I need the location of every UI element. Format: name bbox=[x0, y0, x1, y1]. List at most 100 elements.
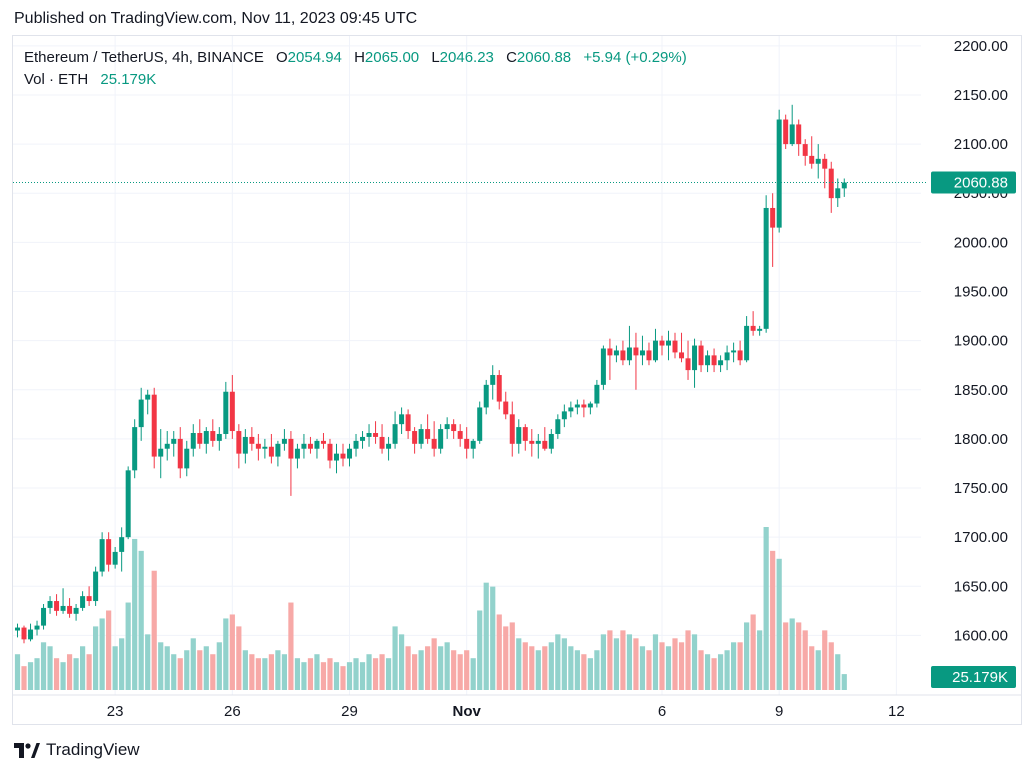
close-label: C bbox=[506, 49, 517, 66]
x-axis-tick-label: 23 bbox=[107, 703, 124, 720]
candle-body bbox=[828, 168, 834, 199]
candle-body bbox=[314, 440, 320, 449]
candle-body bbox=[685, 358, 691, 371]
y-axis-tick-label: 1650.00 bbox=[954, 578, 1008, 595]
candle-body bbox=[138, 399, 144, 428]
candle-body bbox=[718, 360, 724, 366]
candle-body bbox=[457, 431, 463, 439]
candle-body bbox=[639, 350, 645, 356]
volume-bar bbox=[659, 642, 665, 690]
candle-body bbox=[288, 438, 294, 459]
candle-body bbox=[262, 446, 268, 449]
volume-bar bbox=[613, 638, 620, 690]
open-label: O bbox=[276, 49, 288, 66]
candle-body bbox=[216, 433, 222, 441]
y-axis-tick-label: 1800.00 bbox=[954, 431, 1008, 448]
volume-bar bbox=[288, 602, 294, 690]
volume-bar bbox=[333, 662, 340, 690]
candle-body bbox=[600, 348, 606, 385]
candle-body bbox=[21, 627, 27, 640]
candle-body bbox=[666, 340, 671, 346]
candle-body bbox=[776, 119, 782, 228]
volume-bar bbox=[789, 618, 795, 690]
volume-bar bbox=[145, 634, 151, 690]
candle-body bbox=[320, 440, 326, 444]
volume-bar bbox=[483, 582, 489, 690]
candle-body bbox=[561, 411, 567, 420]
volume-bar bbox=[431, 638, 437, 690]
volume-bar bbox=[171, 654, 177, 690]
candle-body bbox=[268, 446, 274, 457]
candle-body bbox=[503, 401, 509, 415]
candle-body bbox=[412, 431, 418, 444]
y-axis-tick-label: 1900.00 bbox=[954, 333, 1008, 350]
tradingview-brand[interactable]: TradingView bbox=[14, 740, 140, 760]
volume-bar bbox=[750, 614, 756, 690]
candle-body bbox=[47, 601, 53, 608]
candle-body bbox=[360, 436, 366, 441]
candle-body bbox=[333, 453, 339, 461]
volume-legend-row: Vol · ETH 25.179K bbox=[24, 69, 687, 91]
volume-bar bbox=[392, 626, 398, 690]
volume-bar bbox=[112, 646, 118, 690]
volume-bar bbox=[412, 654, 418, 690]
volume-bar bbox=[457, 654, 463, 690]
candle-body bbox=[679, 352, 685, 359]
volume-bar bbox=[757, 630, 763, 690]
candle-body bbox=[750, 325, 756, 331]
volume-bar bbox=[451, 650, 457, 690]
candle-body bbox=[737, 350, 743, 361]
volume-bar bbox=[561, 638, 567, 690]
candle-body bbox=[652, 340, 658, 361]
volume-bar bbox=[744, 622, 750, 690]
volume-bar bbox=[542, 646, 548, 690]
candle-body bbox=[236, 431, 242, 454]
volume-label: Vol · ETH bbox=[24, 71, 89, 88]
tradingview-logo-icon bbox=[14, 742, 40, 758]
volume-bar bbox=[444, 642, 450, 690]
candle-body bbox=[386, 443, 392, 449]
candle-body bbox=[275, 443, 281, 457]
candle-body bbox=[535, 440, 541, 444]
volume-bar bbox=[490, 586, 496, 690]
volume-bar bbox=[737, 642, 743, 690]
candle-body bbox=[633, 347, 639, 356]
volume-bar bbox=[138, 550, 144, 690]
candle-body bbox=[184, 448, 190, 469]
volume-bar bbox=[711, 658, 717, 690]
volume-bar bbox=[372, 658, 379, 690]
candle-body bbox=[80, 596, 86, 608]
candle-body bbox=[132, 427, 138, 471]
low-value: 2046.23 bbox=[439, 49, 494, 66]
candle-body bbox=[366, 433, 372, 437]
last-volume-label: 25.179K bbox=[952, 669, 1008, 686]
volume-bar bbox=[731, 642, 737, 690]
candle-body bbox=[490, 375, 496, 385]
candle-body bbox=[106, 539, 112, 565]
volume-bar bbox=[197, 650, 203, 690]
volume-bar bbox=[496, 614, 502, 690]
candle-body bbox=[451, 424, 457, 432]
volume-bar bbox=[802, 630, 808, 690]
volume-bar bbox=[620, 630, 626, 690]
candle-body bbox=[438, 429, 444, 449]
volume-bar bbox=[47, 646, 53, 690]
candle-body bbox=[119, 537, 125, 552]
candle-body bbox=[841, 182, 847, 189]
volume-bar bbox=[99, 618, 105, 690]
volume-bar bbox=[581, 654, 587, 690]
volume-bar bbox=[307, 658, 314, 690]
volume-bar bbox=[353, 658, 359, 690]
candle-body bbox=[555, 419, 561, 434]
y-axis-tick-label: 1950.00 bbox=[954, 283, 1008, 300]
candle-body bbox=[73, 607, 79, 614]
candle-body bbox=[698, 345, 704, 366]
volume-bar bbox=[600, 634, 606, 690]
y-axis-tick-label: 1600.00 bbox=[954, 627, 1008, 644]
volume-bar bbox=[607, 630, 613, 690]
candle-body bbox=[809, 155, 815, 164]
candle-body bbox=[620, 350, 626, 361]
y-axis-tick-label: 2000.00 bbox=[954, 234, 1008, 251]
volume-bar bbox=[216, 642, 222, 690]
